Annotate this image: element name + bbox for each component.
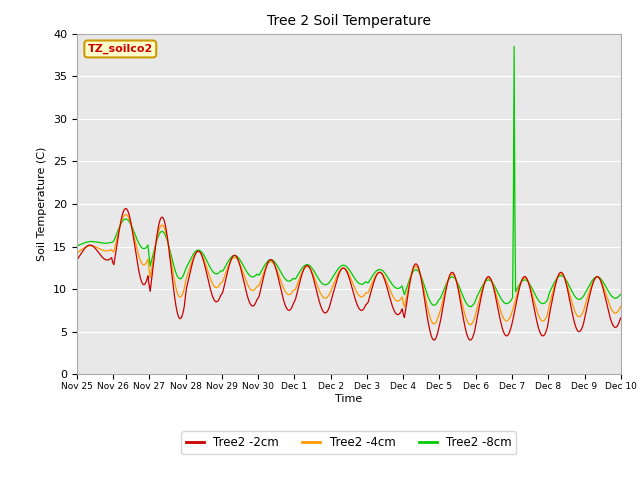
Title: Tree 2 Soil Temperature: Tree 2 Soil Temperature (267, 14, 431, 28)
Y-axis label: Soil Temperature (C): Soil Temperature (C) (37, 147, 47, 261)
Tree2 -4cm (195, 249, 202, 254)
Tree2 -2cm (73, 257, 81, 263)
Line: Tree2 -8cm: Tree2 -8cm (77, 47, 621, 307)
Tree2 -8cm (223, 261, 230, 267)
X-axis label: Time: Time (335, 394, 362, 404)
Tree2 -8cm (467, 304, 474, 310)
Tree2 -8cm (415, 269, 422, 275)
Tree2 -4cm (122, 212, 130, 217)
Tree2 -8cm (510, 44, 518, 49)
Tree2 -2cm (617, 315, 625, 321)
Tree2 -2cm (467, 337, 474, 343)
Tree2 -2cm (122, 205, 130, 211)
Tree2 -4cm (223, 266, 231, 272)
Tree2 -8cm (194, 247, 202, 253)
Tree2 -2cm (195, 248, 202, 254)
Tree2 -8cm (139, 245, 147, 251)
Legend: Tree2 -2cm, Tree2 -4cm, Tree2 -8cm: Tree2 -2cm, Tree2 -4cm, Tree2 -8cm (181, 432, 516, 454)
Tree2 -4cm (83, 244, 90, 250)
Tree2 -8cm (617, 291, 625, 297)
Tree2 -8cm (431, 302, 438, 308)
Tree2 -8cm (83, 240, 90, 245)
Tree2 -2cm (223, 270, 231, 276)
Line: Tree2 -2cm: Tree2 -2cm (77, 208, 621, 340)
Tree2 -4cm (416, 269, 424, 275)
Tree2 -2cm (83, 244, 90, 250)
Tree2 -2cm (416, 268, 424, 274)
Tree2 -2cm (431, 336, 439, 342)
Line: Tree2 -4cm: Tree2 -4cm (77, 215, 621, 324)
Tree2 -2cm (140, 282, 147, 288)
Text: TZ_soilco2: TZ_soilco2 (88, 44, 153, 54)
Tree2 -4cm (73, 250, 81, 256)
Tree2 -4cm (467, 322, 474, 327)
Tree2 -8cm (73, 243, 81, 249)
Tree2 -4cm (617, 303, 625, 309)
Tree2 -4cm (140, 262, 147, 268)
Tree2 -4cm (431, 320, 439, 326)
